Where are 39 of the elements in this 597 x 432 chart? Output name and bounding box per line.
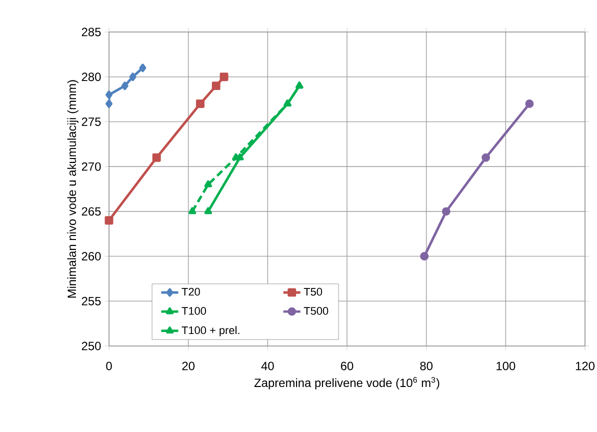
legend-label: T20 bbox=[182, 288, 200, 296]
point bbox=[106, 100, 112, 108]
y-tick-label: 255 bbox=[82, 296, 101, 306]
point bbox=[196, 100, 204, 108]
y-tick-label: 265 bbox=[82, 207, 101, 216]
point bbox=[482, 153, 490, 162]
y-tick-label: 275 bbox=[82, 117, 101, 126]
legend-label: T500 bbox=[304, 307, 328, 315]
x-tick-label: 0 bbox=[106, 362, 112, 370]
point bbox=[121, 82, 128, 90]
point bbox=[104, 216, 114, 225]
legend-label: T100 + prel. bbox=[182, 326, 240, 336]
x-tick-label: 20 bbox=[182, 362, 195, 370]
point bbox=[106, 90, 112, 100]
point bbox=[220, 72, 228, 82]
x-tick-label: 80 bbox=[420, 362, 433, 370]
point bbox=[139, 64, 146, 72]
y-tick-label: 285 bbox=[82, 28, 101, 36]
y-axis-title: Minimalan nivo vode u akumulaciji (mnm) bbox=[67, 80, 78, 298]
point bbox=[204, 180, 212, 188]
x-tick-label: 40 bbox=[261, 362, 274, 370]
y-tick-label: 250 bbox=[82, 342, 101, 350]
point bbox=[420, 252, 429, 261]
point bbox=[188, 207, 196, 214]
x-tick-label: 60 bbox=[340, 362, 354, 370]
point bbox=[212, 82, 220, 90]
x-tick-label: 100 bbox=[496, 362, 516, 370]
y-tick-label: 270 bbox=[82, 162, 101, 171]
x-tick-label: 120 bbox=[576, 362, 595, 370]
point bbox=[152, 153, 161, 162]
point bbox=[129, 72, 136, 82]
point bbox=[525, 100, 534, 108]
x-axis-title: Zapremina prelivene vode (10$^{6}$ m$^{3}$) bbox=[254, 377, 440, 390]
point bbox=[442, 207, 450, 216]
point bbox=[204, 207, 212, 214]
legend-label: T50 bbox=[304, 288, 322, 296]
legend-label: T100 bbox=[182, 307, 206, 315]
y-tick-label: 260 bbox=[82, 252, 101, 261]
y-tick-label: 280 bbox=[82, 72, 101, 82]
